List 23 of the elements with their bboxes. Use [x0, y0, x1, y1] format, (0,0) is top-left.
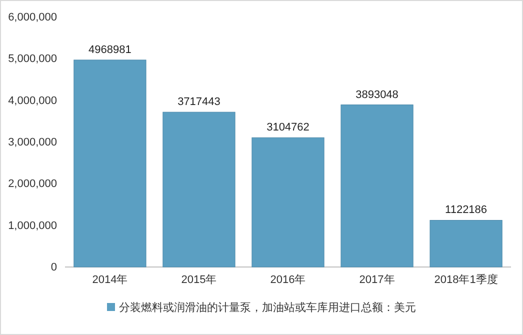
bar	[74, 60, 146, 268]
bar	[252, 137, 324, 268]
y-tick-label: 5,000,000	[8, 53, 57, 66]
y-tick-label: 0	[50, 262, 57, 274]
y-tick-label: 2,000,000	[8, 178, 57, 190]
x-tick-label: 2016年	[270, 274, 306, 286]
x-tick-label: 2014年	[92, 274, 128, 286]
x-tick-label: 2015年	[181, 274, 217, 286]
data-label: 1122186	[445, 204, 488, 216]
data-label: 3893048	[356, 88, 398, 101]
data-label: 3104762	[266, 122, 310, 134]
x-tick-label: 2017年	[359, 274, 395, 286]
bar	[162, 112, 236, 268]
x-tick-label: 2018年1季度	[434, 272, 498, 286]
legend-label: 分装燃料或润滑油的计量泵，加油站或车库用进口总额：美元	[119, 301, 416, 314]
y-tick-label: 6,000,000	[8, 12, 57, 24]
y-tick-label: 1,000,000	[8, 220, 57, 232]
y-tick-label: 4,000,000	[8, 94, 57, 107]
bar	[340, 104, 414, 268]
y-tick-label: 3,000,000	[8, 136, 57, 149]
data-label: 3717443	[178, 96, 220, 108]
data-label: 4968981	[88, 44, 132, 56]
bar	[430, 220, 502, 268]
